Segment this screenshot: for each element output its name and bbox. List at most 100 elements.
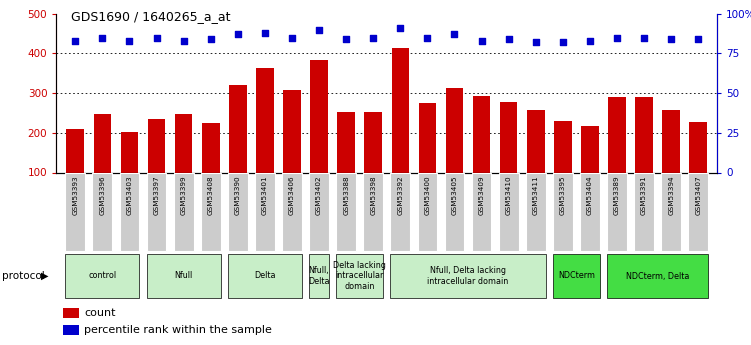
Bar [634, 173, 654, 251]
Point [367, 35, 379, 40]
Text: GSM53392: GSM53392 [397, 175, 403, 215]
Text: GSM53388: GSM53388 [343, 175, 349, 215]
Bar [418, 104, 436, 212]
Text: GDS1690 / 1640265_a_at: GDS1690 / 1640265_a_at [71, 10, 231, 23]
Bar [662, 173, 681, 251]
Bar [689, 173, 708, 251]
Bar [309, 254, 329, 298]
Bar [63, 325, 80, 335]
Bar [146, 254, 221, 298]
Bar [635, 97, 653, 212]
Text: GSM53398: GSM53398 [370, 175, 376, 215]
Point [556, 40, 569, 45]
Bar [119, 173, 140, 251]
Point [286, 35, 298, 40]
Point [394, 25, 406, 31]
Point [638, 35, 650, 40]
Point [123, 38, 135, 43]
Bar [229, 85, 246, 212]
Bar [336, 173, 356, 251]
Bar [500, 102, 517, 212]
Text: GSM53404: GSM53404 [587, 175, 593, 215]
Bar [65, 254, 140, 298]
Text: GSM53403: GSM53403 [126, 175, 132, 215]
Bar [499, 173, 518, 251]
Text: GSM53405: GSM53405 [451, 175, 457, 215]
Bar [364, 112, 382, 212]
Bar [146, 173, 167, 251]
Text: Delta lacking
intracellular
domain: Delta lacking intracellular domain [333, 261, 386, 291]
Bar [202, 123, 219, 212]
Bar [173, 173, 194, 251]
Bar [283, 90, 300, 212]
Bar [336, 254, 383, 298]
Text: GSM53389: GSM53389 [614, 175, 620, 215]
Bar [607, 173, 627, 251]
Bar [256, 68, 273, 212]
Text: GSM53406: GSM53406 [289, 175, 295, 215]
Text: GSM53407: GSM53407 [695, 175, 701, 215]
Bar [121, 132, 138, 212]
Bar [662, 110, 680, 212]
Bar [175, 114, 192, 212]
Point [259, 30, 271, 36]
Text: GSM53408: GSM53408 [208, 175, 214, 215]
Bar [309, 173, 329, 251]
Text: GSM53393: GSM53393 [72, 175, 78, 215]
Point [232, 32, 244, 37]
Bar [148, 119, 165, 212]
Bar [228, 254, 302, 298]
Bar [337, 112, 355, 212]
Bar [445, 173, 464, 251]
Point [340, 37, 352, 42]
Text: GSM53391: GSM53391 [641, 175, 647, 215]
Point [692, 37, 704, 42]
Text: GSM53396: GSM53396 [99, 175, 105, 215]
Text: GSM53411: GSM53411 [532, 175, 538, 215]
Point [313, 27, 325, 32]
Text: control: control [89, 272, 116, 280]
Bar [689, 122, 707, 212]
Bar [607, 254, 708, 298]
Text: ▶: ▶ [41, 271, 49, 281]
Text: GSM53394: GSM53394 [668, 175, 674, 215]
Bar [67, 129, 84, 212]
Bar [526, 173, 546, 251]
Text: GSM53399: GSM53399 [181, 175, 187, 215]
Bar [63, 308, 80, 318]
Bar [363, 173, 383, 251]
Point [205, 37, 217, 42]
Point [475, 38, 487, 43]
Bar [201, 173, 221, 251]
Bar [391, 173, 410, 251]
Point [502, 37, 514, 42]
Bar [391, 254, 546, 298]
Bar [391, 48, 409, 212]
Text: Nfull, Delta lacking
intracellular domain: Nfull, Delta lacking intracellular domai… [427, 266, 508, 286]
Bar [553, 173, 573, 251]
Text: GSM53400: GSM53400 [424, 175, 430, 215]
Text: Nfull,
Delta: Nfull, Delta [309, 266, 330, 286]
Point [178, 38, 190, 43]
Point [69, 38, 81, 43]
Point [529, 40, 541, 45]
Point [150, 35, 162, 40]
Bar [310, 60, 328, 212]
Text: NDCterm, Delta: NDCterm, Delta [626, 272, 689, 280]
Bar [580, 173, 600, 251]
Bar [527, 110, 544, 212]
Text: GSM53401: GSM53401 [262, 175, 268, 215]
Bar [554, 121, 572, 212]
Bar [228, 173, 248, 251]
Text: GSM53402: GSM53402 [316, 175, 322, 215]
Bar [608, 97, 626, 212]
Text: Delta: Delta [254, 272, 276, 280]
Text: GSM53395: GSM53395 [559, 175, 566, 215]
Bar [255, 173, 275, 251]
Point [611, 35, 623, 40]
Text: NDCterm: NDCterm [558, 272, 595, 280]
Bar [553, 254, 600, 298]
Bar [92, 173, 112, 251]
Text: Nfull: Nfull [174, 272, 193, 280]
Text: percentile rank within the sample: percentile rank within the sample [84, 325, 272, 335]
